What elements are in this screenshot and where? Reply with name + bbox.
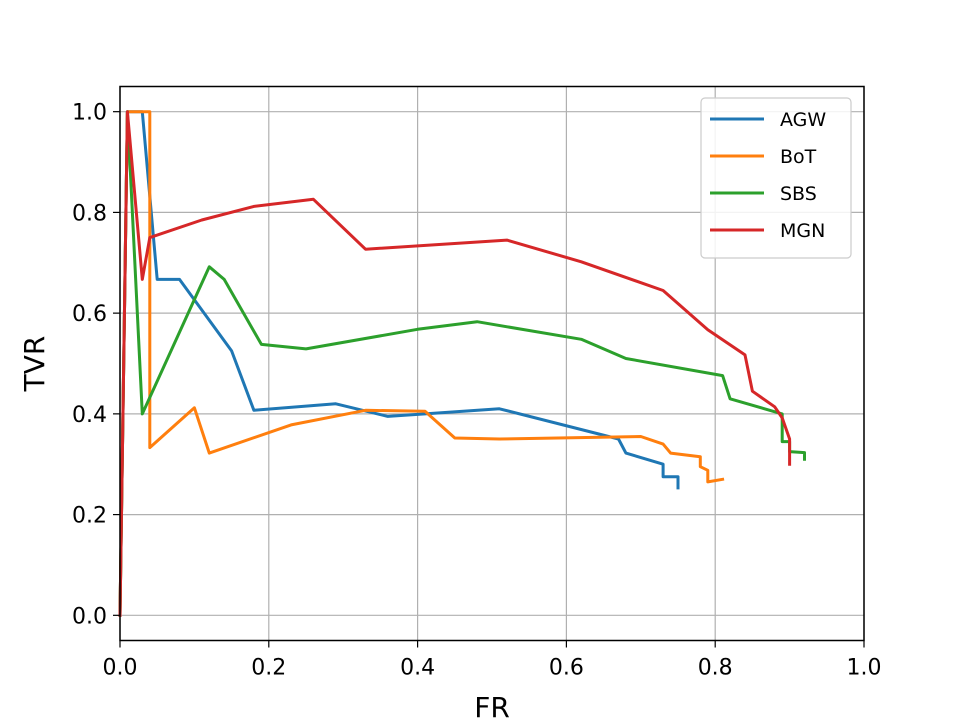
- legend-label-bot: BoT: [780, 146, 817, 168]
- y-tick-label: 0.2: [72, 504, 107, 529]
- y-axis-title: TVR: [18, 336, 51, 393]
- x-tick-label: 0.8: [698, 656, 733, 681]
- axis-ticks: 0.0 0.2 0.4 0.6 0.8 1.0 0.0 0.2 0.4 0.6 0.8 1.0: [72, 101, 882, 681]
- legend-label-agw: AGW: [780, 109, 826, 131]
- y-tick-label: 0.8: [72, 201, 107, 226]
- series-line-bot: [118, 110, 725, 617]
- series-lines: [118, 110, 806, 617]
- x-axis-title: FR: [474, 691, 510, 720]
- series-line-mgn: [118, 110, 792, 617]
- plot-frame: [119, 85, 865, 642]
- x-tick-label: 0.0: [103, 656, 138, 681]
- x-tick-label: 1.0: [847, 656, 882, 681]
- y-tick-label: 0.6: [72, 302, 107, 327]
- series-line-agw: [118, 110, 680, 617]
- x-tick-label: 0.2: [251, 656, 286, 681]
- y-tick-label: 1.0: [72, 101, 107, 126]
- legend-box: [700, 97, 852, 259]
- x-tick-label: 0.6: [549, 656, 584, 681]
- legend: AGW BoT SBS MGN: [700, 97, 852, 259]
- legend-label-sbs: SBS: [780, 183, 817, 205]
- x-tick-label: 0.4: [400, 656, 435, 681]
- y-tick-label: 0.4: [72, 403, 107, 428]
- y-tick-label: 0.0: [72, 604, 107, 629]
- legend-label-mgn: MGN: [780, 220, 825, 242]
